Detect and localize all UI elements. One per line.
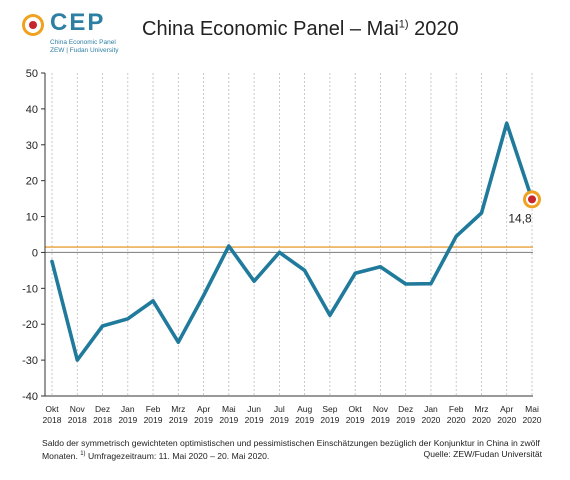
footnote-survey-period: Umfragezeitraum: 11. Mai 2020 – 20. Mai … bbox=[85, 450, 270, 461]
series-layer bbox=[50, 121, 541, 362]
x-tick-label-year: 2019 bbox=[320, 415, 339, 425]
data-point bbox=[202, 294, 206, 298]
cep-logo-icon bbox=[22, 14, 44, 36]
cep-logo: CEP China Economic Panel ZEW | Fudan Uni… bbox=[22, 9, 142, 54]
data-point bbox=[151, 299, 155, 303]
data-point bbox=[353, 271, 357, 275]
data-point bbox=[328, 313, 332, 317]
chart-title-superscript: 1) bbox=[398, 18, 409, 31]
axes bbox=[41, 72, 533, 397]
footnote: Saldo der symmetrisch gewichteten optimi… bbox=[42, 438, 542, 462]
data-point bbox=[126, 317, 130, 321]
data-point bbox=[277, 250, 281, 254]
last-value-marker-inner bbox=[528, 195, 536, 204]
x-tick-label-month: Jan bbox=[121, 404, 135, 414]
y-tick-label: -30 bbox=[22, 355, 38, 367]
chart-title: China Economic Panel – Mai1) 2020 bbox=[142, 18, 459, 41]
data-point bbox=[479, 211, 483, 215]
data-point bbox=[454, 234, 458, 238]
y-tick-label: 10 bbox=[26, 212, 38, 224]
x-tick-label-month: Mrz bbox=[171, 404, 185, 414]
x-tick-label-month: Jul bbox=[274, 404, 285, 414]
data-point bbox=[227, 244, 231, 248]
x-tick-label-month: Apr bbox=[197, 404, 210, 414]
x-tick-label-month: Jan bbox=[424, 404, 438, 414]
y-tick-label: 20 bbox=[26, 176, 38, 188]
x-tick-label-year: 2019 bbox=[219, 415, 238, 425]
data-point bbox=[303, 268, 307, 272]
data-point bbox=[101, 324, 105, 328]
x-tick-label-month: Mrz bbox=[474, 404, 488, 414]
x-tick-label-year: 2019 bbox=[144, 415, 163, 425]
logo-subtitle-2: ZEW | Fudan University bbox=[50, 47, 119, 54]
footnote-line-1: Saldo der symmetrisch gewichteten optimi… bbox=[42, 438, 540, 448]
x-tick-label-year: 2018 bbox=[93, 415, 112, 425]
x-tick-label-year: 2019 bbox=[295, 415, 314, 425]
x-tick-label-month: Mai bbox=[525, 404, 539, 414]
logo-name: CEP bbox=[50, 9, 106, 36]
data-point bbox=[378, 265, 382, 269]
x-tick-label-month: Jun bbox=[247, 404, 261, 414]
x-tick-label-month: Dez bbox=[398, 404, 413, 414]
data-point bbox=[429, 282, 433, 286]
y-tick-label: 50 bbox=[26, 68, 38, 80]
x-tick-label-month: Dez bbox=[95, 404, 110, 414]
data-point bbox=[176, 340, 180, 344]
x-tick-label-year: 2019 bbox=[346, 415, 365, 425]
data-point bbox=[505, 121, 509, 125]
x-tick-label-month: Sep bbox=[322, 404, 337, 414]
x-tick-label-year: 2020 bbox=[523, 415, 542, 425]
x-tick-label-year: 2019 bbox=[371, 415, 390, 425]
reference-lines bbox=[45, 246, 533, 254]
y-tick-label: 30 bbox=[26, 140, 38, 152]
x-tick-label-year: 2018 bbox=[43, 415, 62, 425]
line-chart: 50403020100-10-20-30-40Okt2018Nov2018Dez… bbox=[22, 68, 542, 425]
x-tick-label-year: 2019 bbox=[118, 415, 137, 425]
x-tick-label-year: 2019 bbox=[396, 415, 415, 425]
x-tick-label-month: Feb bbox=[449, 404, 464, 414]
x-tick-label-month: Aug bbox=[297, 404, 312, 414]
y-tick-label: -10 bbox=[22, 283, 38, 295]
x-tick-label-month: Okt bbox=[45, 404, 59, 414]
x-tick-label-year: 2020 bbox=[472, 415, 491, 425]
last-value-label: 14,8 bbox=[508, 211, 532, 225]
data-point bbox=[404, 282, 408, 286]
tick-labels: 50403020100-10-20-30-40Okt2018Nov2018Dez… bbox=[22, 68, 542, 425]
y-tick-label: -40 bbox=[22, 391, 38, 403]
x-tick-label-year: 2019 bbox=[169, 415, 188, 425]
x-tick-label-year: 2020 bbox=[497, 415, 516, 425]
x-tick-label-month: Feb bbox=[146, 404, 161, 414]
y-tick-label: 0 bbox=[32, 247, 38, 259]
x-tick-label-month: Mai bbox=[222, 404, 236, 414]
y-tick-label: 40 bbox=[26, 104, 38, 116]
chart-title-text: China Economic Panel – Mai bbox=[142, 18, 399, 40]
x-tick-label-month: Apr bbox=[500, 404, 513, 414]
footnote-note: Monaten. 1) Umfragezeitraum: 11. Mai 202… bbox=[42, 449, 269, 462]
x-tick-label-year: 2019 bbox=[270, 415, 289, 425]
data-point bbox=[252, 279, 256, 283]
x-tick-label-year: 2019 bbox=[245, 415, 264, 425]
footnote-prefix: Monaten. bbox=[42, 450, 81, 461]
x-tick-label-year: 2020 bbox=[421, 415, 440, 425]
footnote-source: Quelle: ZEW/Fudan Universität bbox=[423, 449, 542, 459]
footnote-superscript: 1) bbox=[80, 451, 86, 457]
grid-lines bbox=[51, 73, 533, 396]
x-tick-label-year: 2020 bbox=[447, 415, 466, 425]
series-line bbox=[50, 121, 534, 362]
data-point bbox=[50, 259, 54, 263]
x-tick-label-month: Okt bbox=[349, 404, 363, 414]
footnote-line-2: Monaten. 1) Umfragezeitraum: 11. Mai 202… bbox=[42, 449, 542, 462]
data-point bbox=[75, 358, 79, 362]
x-tick-label-month: Nov bbox=[373, 404, 389, 414]
x-tick-label-month: Nov bbox=[70, 404, 86, 414]
x-tick-label-year: 2018 bbox=[68, 415, 87, 425]
x-tick-label-year: 2019 bbox=[194, 415, 213, 425]
chart-title-year: 2020 bbox=[408, 18, 459, 40]
logo-subtitle-1: China Economic Panel bbox=[50, 39, 116, 46]
y-tick-label: -20 bbox=[22, 319, 38, 331]
